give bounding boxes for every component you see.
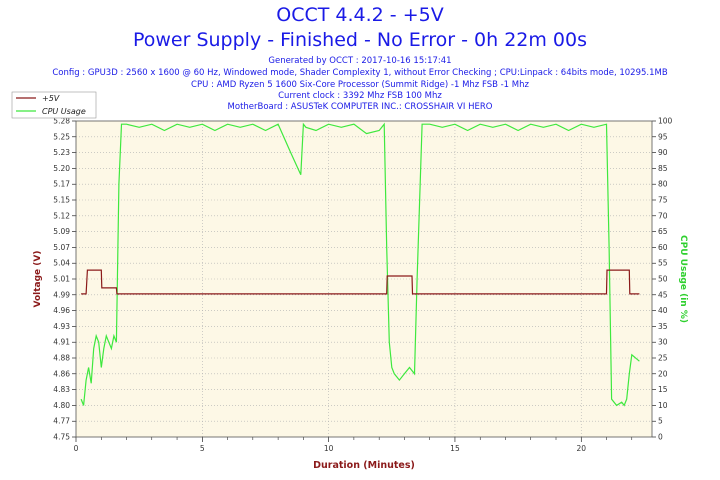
x-tick-label: 15 — [450, 444, 460, 453]
legend-label-cpu: CPU Usage — [42, 107, 86, 116]
y2-axis-label: CPU Usage (in %) — [678, 235, 688, 323]
x-tick-label: 10 — [324, 444, 334, 453]
y-tick-label: 5.12 — [53, 211, 70, 220]
y2-tick-label: 60 — [658, 243, 668, 252]
y-tick-label: 5.01 — [53, 275, 70, 284]
voltage-line — [81, 269, 640, 295]
legend-label-voltage: +5V — [42, 94, 60, 103]
cpu-usage-line — [80, 122, 640, 407]
y-tick-label: 4.91 — [53, 338, 70, 347]
y2-tick-label: 40 — [658, 306, 668, 315]
x-tick-label: 5 — [200, 444, 205, 453]
y-tick-label: 4.83 — [53, 385, 70, 394]
config-info: Config : GPU3D : 2560 x 1600 @ 60 Hz, Wi… — [52, 68, 668, 78]
y2-tick-label: 65 — [658, 227, 668, 236]
x-axis-label: Duration (Minutes) — [313, 460, 415, 471]
y2-tick-label: 10 — [658, 401, 668, 410]
y2-tick-label: 85 — [658, 164, 668, 173]
y2-tick-label: 95 — [658, 132, 668, 141]
y2-tick-label: 25 — [658, 354, 668, 363]
y-tick-label: 4.88 — [53, 354, 70, 363]
y-tick-label: 4.77 — [53, 417, 70, 426]
y2-tick-label: 45 — [658, 290, 668, 299]
y2-tick-label: 20 — [658, 369, 668, 378]
clock-info: Current clock : 3392 Mhz FSB 100 Mhz — [278, 91, 442, 101]
y2-tick-label: 5 — [658, 417, 663, 426]
y-tick-label: 4.96 — [53, 306, 70, 315]
x-tick-label: 0 — [74, 444, 79, 453]
y-tick-label: 5.07 — [53, 243, 70, 252]
y-tick-label: 5.15 — [53, 196, 70, 205]
chart-subtitle: Power Supply - Finished - No Error - 0h … — [132, 29, 588, 51]
y-tick-label: 4.99 — [53, 290, 70, 299]
y2-tick-label: 90 — [658, 148, 668, 157]
y-tick-label: 5.28 — [53, 117, 70, 126]
y2-tick-label: 100 — [658, 117, 673, 126]
y2-tick-label: 30 — [658, 338, 668, 347]
generated-info: Generated by OCCT : 2017-10-16 15:17:41 — [268, 56, 452, 66]
y2-tick-label: 35 — [658, 322, 668, 331]
y-tick-label: 4.86 — [53, 369, 70, 378]
chart-title: OCCT 4.4.2 - +5V — [276, 4, 444, 26]
y-tick-label: 5.20 — [53, 164, 70, 173]
motherboard-info: MotherBoard : ASUSTeK COMPUTER INC.: CRO… — [227, 102, 493, 112]
plot-frame — [75, 120, 653, 438]
y-tick-label: 4.93 — [53, 322, 70, 331]
y-tick-label: 5.17 — [53, 180, 70, 189]
y-tick-label: 4.75 — [53, 433, 70, 442]
y2-tick-label: 50 — [658, 275, 668, 284]
x-tick-label: 20 — [576, 444, 586, 453]
y-axis-label: Voltage (V) — [33, 251, 43, 308]
y-tick-label: 5.09 — [53, 227, 70, 236]
y2-tick-label: 0 — [658, 433, 663, 442]
cpu-info: CPU : AMD Ryzen 5 1600 Six-Core Processo… — [191, 80, 529, 90]
legend-box — [11, 91, 97, 119]
y-tick-label: 5.23 — [53, 148, 70, 157]
y2-tick-label: 15 — [658, 385, 668, 394]
y2-tick-label: 55 — [658, 259, 668, 268]
y-tick-label: 5.25 — [53, 132, 70, 141]
y2-tick-label: 70 — [658, 211, 668, 220]
y-tick-label: 4.80 — [53, 401, 70, 410]
y2-tick-label: 75 — [658, 196, 668, 205]
y-tick-label: 5.04 — [53, 259, 70, 268]
y2-tick-label: 80 — [658, 180, 668, 189]
